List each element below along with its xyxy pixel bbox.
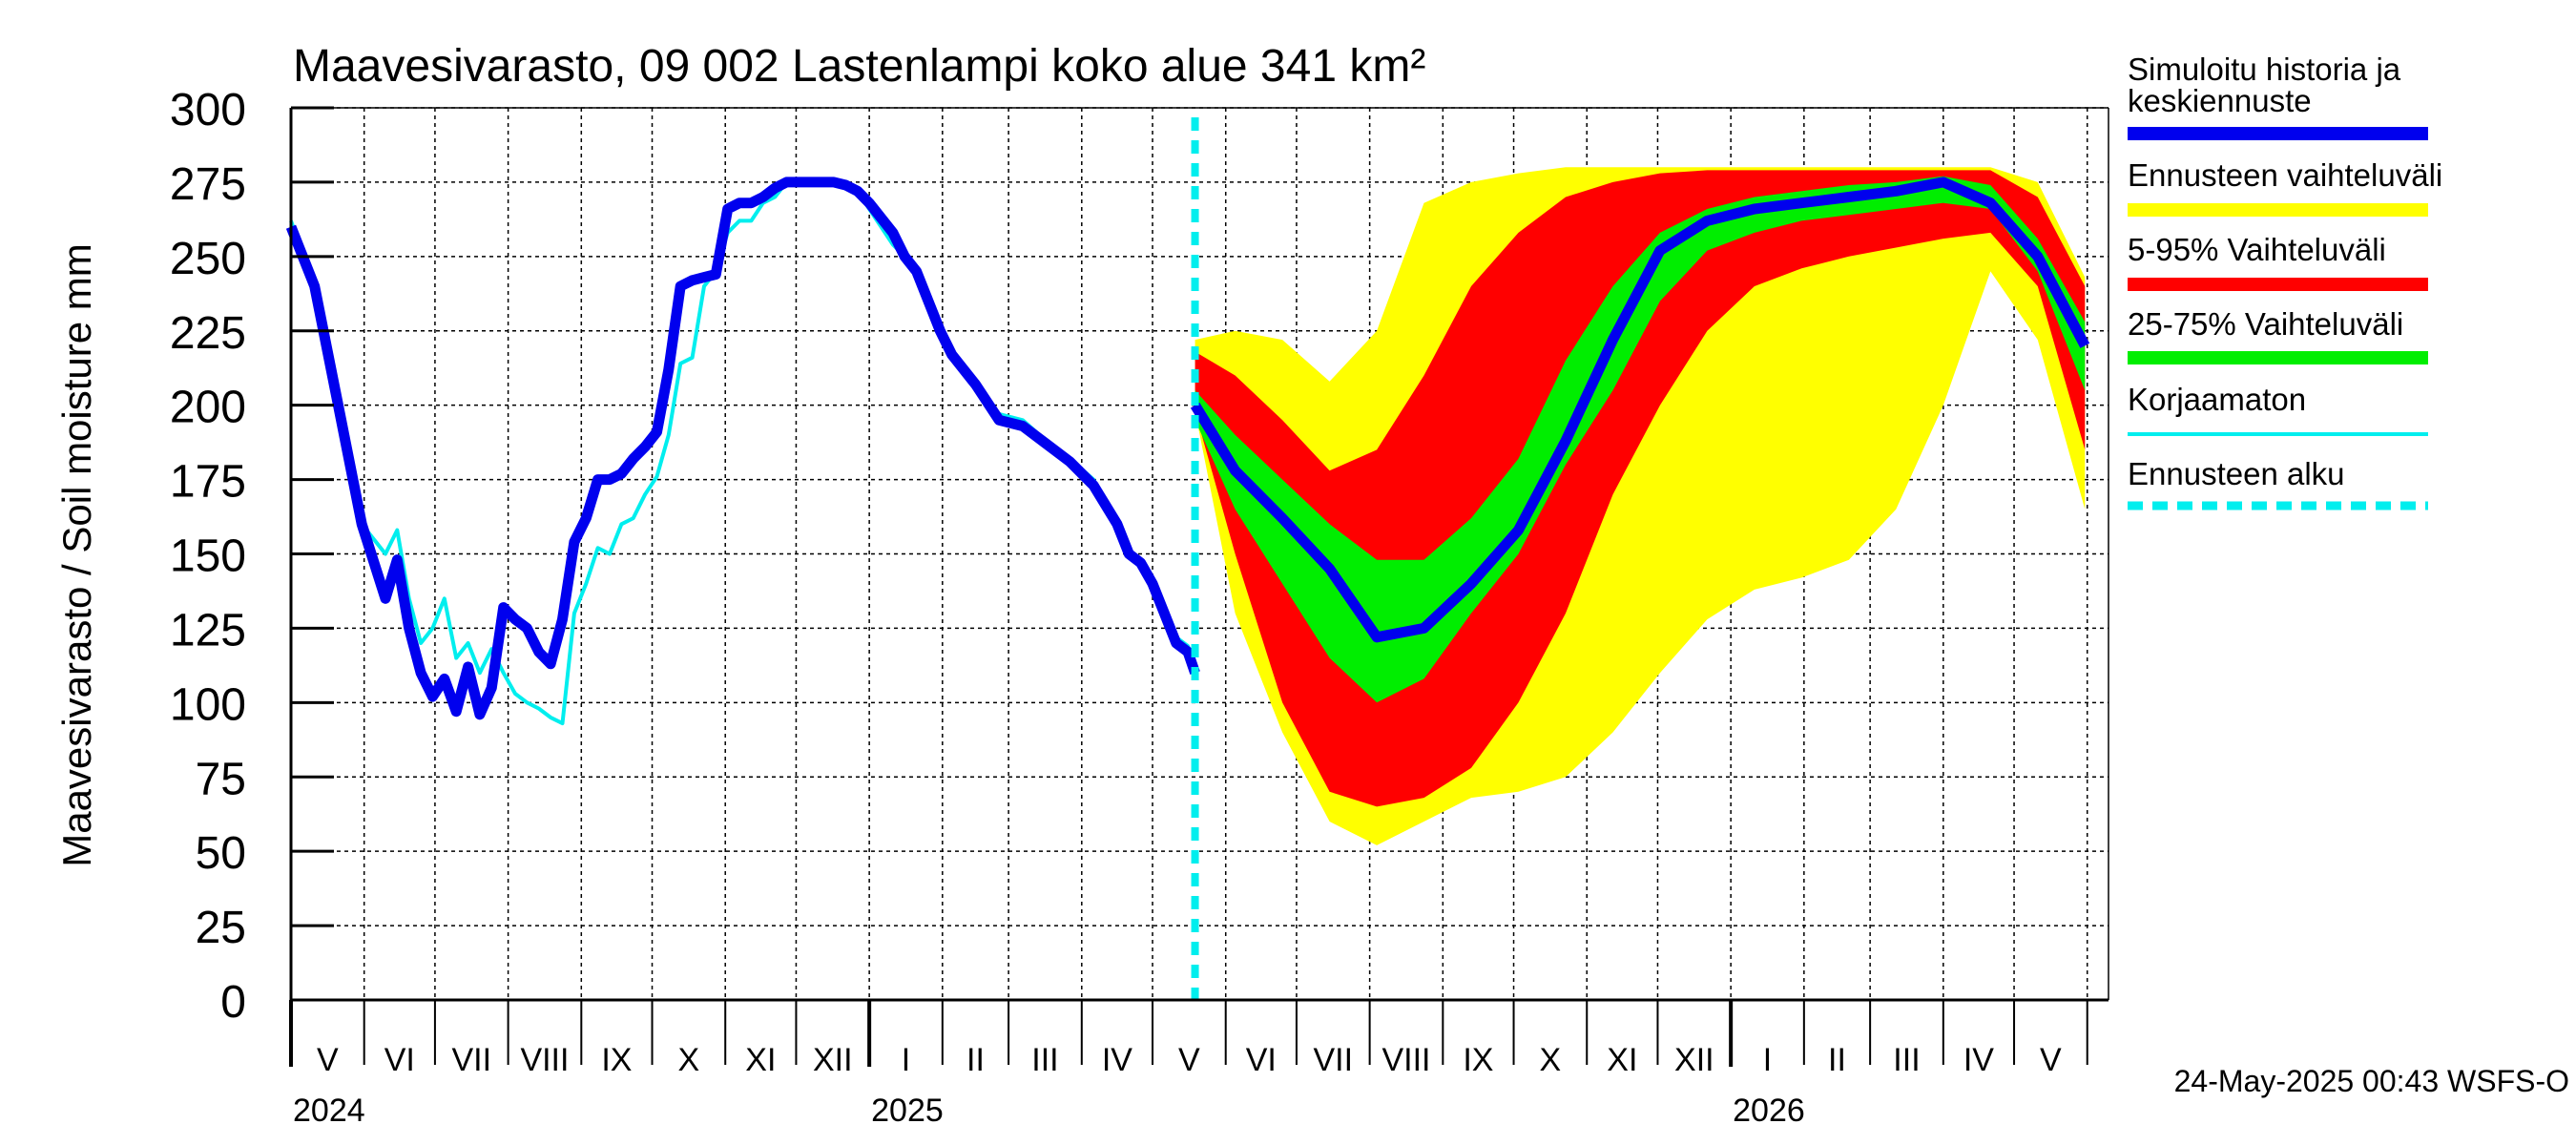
month-label: XI [1607, 1042, 1637, 1078]
legend-label-history-line1: Simuloitu historia ja [2128, 52, 2401, 87]
y-tick-label: 25 [196, 903, 246, 953]
y-tick-label: 175 [170, 457, 246, 508]
y-tick-label: 100 [170, 679, 246, 730]
month-label: IX [601, 1042, 632, 1078]
month-label: VI [384, 1042, 415, 1078]
legend-label-5: Ennusteen alku [2128, 456, 2345, 491]
month-label: III [1893, 1042, 1920, 1078]
month-label: II [966, 1042, 985, 1078]
legend-label-1: Ennusteen vaihteluväli [2128, 157, 2442, 193]
legend: Simuloitu historia ja keskiennuste Ennus… [2128, 52, 2442, 510]
legend-label-4: Korjaamaton [2128, 382, 2306, 417]
month-label: I [1763, 1042, 1772, 1078]
series-history-line [285, 177, 1200, 720]
legend-label-history-line2: keskiennuste [2128, 83, 2312, 118]
month-label: VIII [1381, 1042, 1430, 1078]
y-tick-label: 200 [170, 383, 246, 433]
forecast-bands [1195, 167, 2086, 845]
month-label: XII [813, 1042, 853, 1078]
month-label: IV [1102, 1042, 1132, 1078]
legend-label-2: 5-95% Vaihteluväli [2128, 232, 2386, 267]
y-tick-label: 75 [196, 754, 246, 804]
legend-label-3: 25-75% Vaihteluväli [2128, 306, 2403, 342]
y-tick-label: 50 [196, 828, 246, 879]
month-label: VII [451, 1042, 491, 1078]
y-tick-label: 225 [170, 308, 246, 359]
month-label: I [902, 1042, 910, 1078]
band-p25-75 [1195, 176, 2086, 703]
month-label: IX [1463, 1042, 1493, 1078]
month-label: XII [1674, 1042, 1714, 1078]
year-label: 2025 [871, 1093, 944, 1129]
month-label: VI [1246, 1042, 1277, 1078]
month-label: V [317, 1042, 339, 1078]
footer-timestamp: 24-May-2025 00:43 WSFS-O [2174, 1064, 2569, 1098]
y-tick-label: 300 [170, 85, 246, 135]
month-label: V [1178, 1042, 1200, 1078]
y-tick-label: 150 [170, 531, 246, 582]
month-label: X [678, 1042, 700, 1078]
month-label: III [1031, 1042, 1058, 1078]
month-label: V [2040, 1042, 2062, 1078]
series-lines [285, 177, 2090, 726]
series-forecast-median-line [1190, 177, 2090, 643]
y-axis-label: Maavesivarasto / Soil moisture mm [54, 243, 99, 867]
month-label: IV [1963, 1042, 1994, 1078]
month-label: II [1828, 1042, 1846, 1078]
y-tick-label: 275 [170, 159, 246, 210]
y-tick-labels: 0 25 50 75 100 125 150 175 200 225 250 275 300 [170, 85, 334, 1028]
month-label: VIII [520, 1042, 569, 1078]
month-label: VII [1313, 1042, 1353, 1078]
y-tick-label: 250 [170, 234, 246, 284]
chart-title: Maavesivarasto, 09 002 Lastenlampi koko … [293, 41, 1425, 92]
y-tick-label: 0 [220, 977, 246, 1028]
year-label: 2024 [293, 1093, 365, 1129]
year-label: 2026 [1733, 1093, 1805, 1129]
month-label: X [1540, 1042, 1562, 1078]
y-tick-label: 125 [170, 605, 246, 656]
month-label: XI [745, 1042, 776, 1078]
x-tick-labels: V VI VII VIII IX X XI XII I II III IV V VI VII VIII IX X X… [289, 1000, 2088, 1129]
